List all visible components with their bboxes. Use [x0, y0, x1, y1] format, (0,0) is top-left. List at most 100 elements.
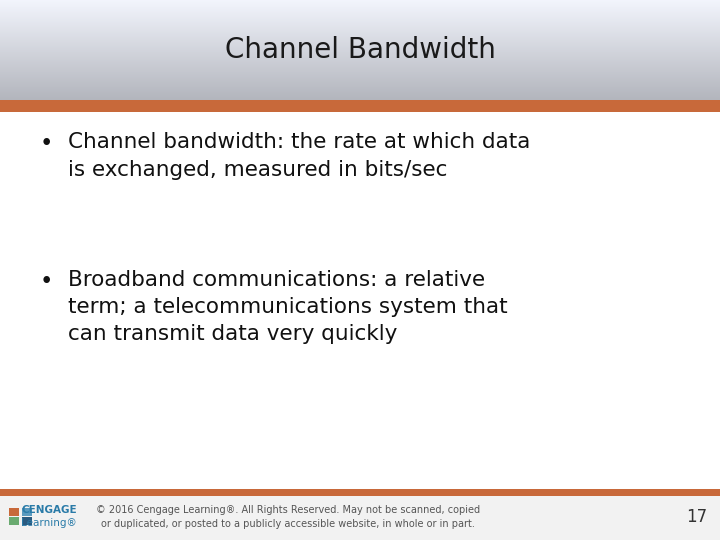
- Bar: [0, 63, 720, 64]
- Bar: [0, 83, 720, 84]
- Bar: [0, 97, 720, 98]
- Bar: [0, 31, 720, 32]
- Bar: [0, 66, 720, 68]
- Bar: [0, 29, 720, 30]
- Bar: [0, 48, 720, 49]
- Bar: [0, 20, 720, 21]
- Bar: [0, 73, 720, 74]
- Bar: [0, 51, 720, 52]
- Bar: [0, 98, 720, 99]
- Bar: [0, 61, 720, 62]
- Bar: [0, 37, 720, 38]
- Bar: [0, 33, 720, 34]
- Text: © 2016 Cengage Learning®. All Rights Reserved. May not be scanned, copied
or dup: © 2016 Cengage Learning®. All Rights Res…: [96, 505, 480, 529]
- Bar: [0, 53, 720, 54]
- Text: •: •: [40, 132, 53, 156]
- Bar: [0, 77, 720, 78]
- Bar: [0, 82, 720, 83]
- Bar: [0, 92, 720, 93]
- Bar: [0, 12, 720, 14]
- Bar: [0, 65, 720, 66]
- Text: CENGAGE: CENGAGE: [21, 505, 77, 515]
- Bar: [0, 10, 720, 11]
- Bar: [0, 52, 720, 53]
- Bar: [0, 71, 720, 72]
- Bar: [0, 489, 720, 496]
- Bar: [0, 49, 720, 50]
- Text: Learning®: Learning®: [21, 518, 77, 528]
- Bar: [0, 95, 720, 96]
- Bar: [0, 24, 720, 25]
- Bar: [0, 78, 720, 79]
- Bar: [0, 68, 720, 69]
- Bar: [0, 22, 720, 23]
- Bar: [0, 70, 720, 71]
- Text: Channel bandwidth: the rate at which data
is exchanged, measured in bits/sec: Channel bandwidth: the rate at which dat…: [68, 132, 531, 179]
- Bar: [0, 62, 720, 63]
- Bar: [0, 5, 720, 6]
- Bar: [0, 18, 720, 19]
- Bar: [0, 72, 720, 73]
- Bar: [0, 8, 720, 9]
- Bar: [0, 496, 720, 540]
- Bar: [0, 44, 720, 45]
- Bar: [0, 32, 720, 33]
- Bar: [0, 59, 720, 60]
- Bar: [0, 1, 720, 2]
- Bar: [0, 90, 720, 91]
- Bar: [0, 17, 720, 18]
- Bar: [0, 86, 720, 87]
- Text: Broadband communications: a relative
term; a telecommunications system that
can : Broadband communications: a relative ter…: [68, 270, 508, 345]
- Bar: [0, 28, 720, 29]
- Bar: [0, 60, 720, 61]
- Bar: [0, 79, 720, 80]
- Bar: [0, 87, 720, 88]
- Bar: [0, 75, 720, 76]
- Bar: [0, 40, 720, 41]
- Bar: [0, 56, 720, 57]
- Bar: [0, 74, 720, 75]
- Bar: [0, 57, 720, 58]
- Bar: [0, 64, 720, 65]
- Bar: [0, 54, 720, 55]
- Bar: [0, 46, 720, 48]
- Bar: [0, 34, 720, 35]
- Bar: [0, 58, 720, 59]
- Bar: [0, 93, 720, 94]
- Bar: [0, 91, 720, 92]
- Bar: [0, 16, 720, 17]
- Bar: [0, 89, 720, 90]
- Bar: [0, 0, 720, 1]
- Bar: [0, 94, 720, 95]
- Bar: [0, 69, 720, 70]
- Bar: [0, 21, 720, 22]
- Bar: [0, 3, 720, 4]
- Bar: [9, 508, 19, 516]
- Bar: [0, 100, 720, 112]
- Bar: [0, 81, 720, 82]
- Bar: [0, 39, 720, 40]
- Bar: [22, 508, 32, 516]
- Bar: [0, 76, 720, 77]
- Bar: [0, 2, 720, 3]
- Bar: [0, 36, 720, 37]
- Bar: [0, 4, 720, 5]
- Bar: [0, 9, 720, 10]
- Bar: [0, 25, 720, 26]
- Bar: [0, 55, 720, 56]
- Bar: [0, 41, 720, 42]
- Bar: [0, 14, 720, 15]
- Text: 17: 17: [686, 508, 708, 526]
- Bar: [0, 30, 720, 31]
- Bar: [0, 42, 720, 43]
- Bar: [22, 517, 32, 525]
- Bar: [0, 96, 720, 97]
- Text: Channel Bandwidth: Channel Bandwidth: [225, 36, 495, 64]
- Bar: [0, 38, 720, 39]
- Bar: [0, 80, 720, 81]
- Bar: [0, 35, 720, 36]
- Bar: [0, 23, 720, 24]
- Bar: [0, 26, 720, 28]
- Bar: [0, 85, 720, 86]
- Text: •: •: [40, 270, 53, 293]
